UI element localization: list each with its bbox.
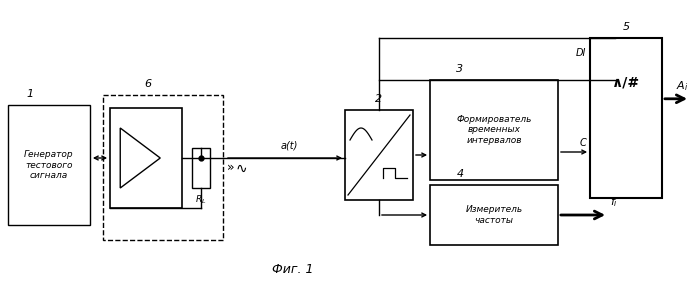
- Text: $R_L$: $R_L$: [195, 194, 207, 206]
- Text: 1: 1: [27, 89, 34, 99]
- Bar: [192, 148, 210, 188]
- Bar: [430, 185, 558, 245]
- Text: DI: DI: [576, 48, 586, 58]
- Text: »: »: [227, 161, 235, 174]
- Text: 6: 6: [144, 79, 151, 89]
- Text: C: C: [579, 138, 586, 148]
- Text: Фиг. 1: Фиг. 1: [272, 263, 314, 276]
- Bar: [8, 105, 90, 225]
- Bar: [345, 110, 413, 200]
- Bar: [103, 95, 223, 240]
- Text: $A_i$: $A_i$: [676, 79, 688, 93]
- Bar: [590, 38, 662, 198]
- Text: 5: 5: [623, 22, 630, 32]
- Text: ∿: ∿: [235, 162, 247, 176]
- Text: $f_i$: $f_i$: [610, 195, 618, 209]
- Text: Формирователь
временных
интервалов: Формирователь временных интервалов: [456, 115, 532, 145]
- Polygon shape: [120, 128, 161, 188]
- Bar: [110, 108, 182, 208]
- Text: 2: 2: [376, 94, 383, 104]
- Bar: [430, 80, 558, 180]
- Text: 3: 3: [456, 64, 463, 74]
- Text: Генератор
тестового
сигнала: Генератор тестового сигнала: [24, 150, 74, 180]
- Text: 4: 4: [456, 169, 463, 179]
- Text: ∧/#: ∧/#: [612, 76, 640, 90]
- Text: Измеритель
частоты: Измеритель частоты: [466, 205, 523, 225]
- Text: a(t): a(t): [281, 140, 297, 150]
